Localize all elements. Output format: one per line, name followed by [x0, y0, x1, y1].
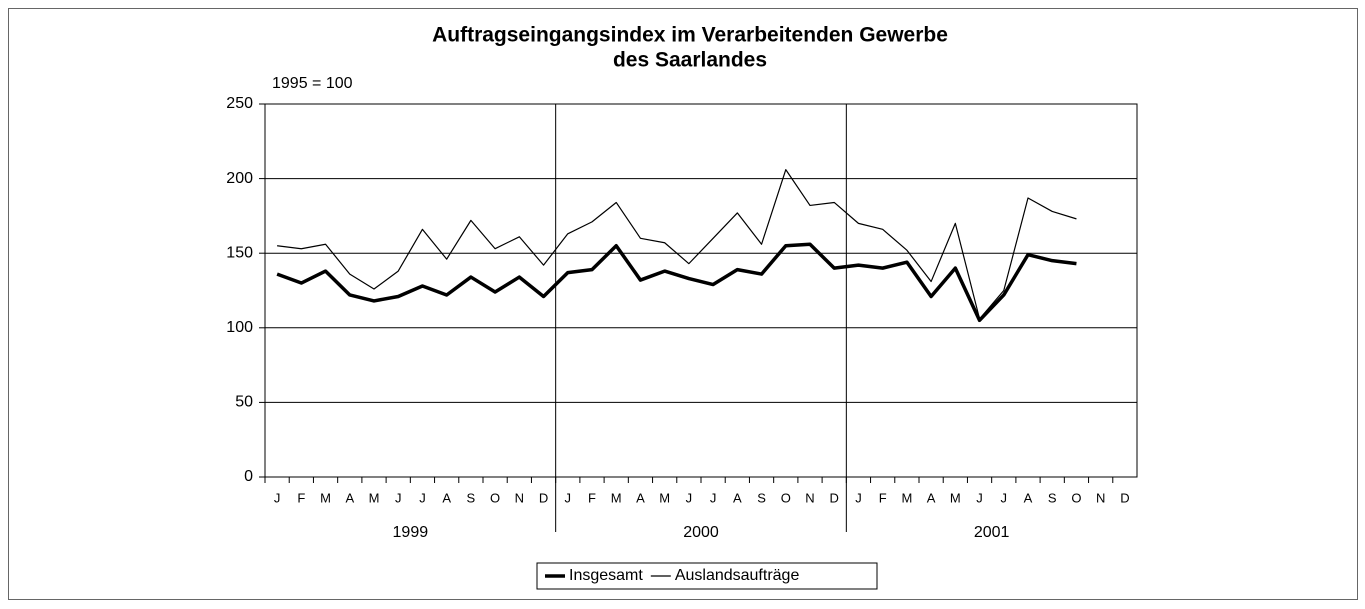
y-note: 1995 = 100 [272, 75, 353, 92]
x-tick-label: M [901, 490, 912, 505]
x-tick-label: D [830, 490, 839, 505]
x-tick-label: J [710, 490, 717, 505]
y-tick-label: 150 [226, 244, 253, 261]
chart-title: Auftragseingangsindex im Verarbeitenden … [432, 24, 948, 47]
y-tick-label: 100 [226, 319, 253, 336]
x-tick-label: A [1024, 490, 1033, 505]
x-tick-label: S [467, 490, 476, 505]
x-tick-label: M [950, 490, 961, 505]
x-tick-label: O [1071, 490, 1081, 505]
x-group-label: 2000 [683, 524, 719, 541]
legend-label: Auslandsaufträge [675, 567, 800, 584]
x-tick-label: O [781, 490, 791, 505]
x-group-label: 1999 [393, 524, 429, 541]
x-tick-label: J [419, 490, 426, 505]
x-tick-label: J [976, 490, 983, 505]
y-tick-label: 0 [244, 468, 253, 485]
x-tick-label: F [879, 490, 887, 505]
x-tick-label: N [515, 490, 524, 505]
y-tick-label: 250 [226, 95, 253, 112]
legend-box [536, 562, 878, 590]
x-tick-label: A [636, 490, 645, 505]
series-line [276, 242, 1077, 323]
x-tick-label: M [659, 490, 670, 505]
y-tick-label: 50 [235, 394, 253, 411]
x-tick-label: A [442, 490, 451, 505]
x-tick-label: M [320, 490, 331, 505]
x-group-label: 2001 [974, 524, 1010, 541]
x-tick-label: A [345, 490, 354, 505]
x-tick-label: A [733, 490, 742, 505]
x-tick-label: M [611, 490, 622, 505]
series-line [277, 169, 1077, 320]
x-tick-label: J [395, 490, 402, 505]
frame [8, 8, 1358, 600]
x-tick-label: J [855, 490, 862, 505]
x-tick-label: J [565, 490, 572, 505]
x-tick-label: F [297, 490, 305, 505]
x-tick-label: J [1001, 490, 1008, 505]
x-tick-label: J [274, 490, 281, 505]
chart-subtitle: des Saarlandes [613, 49, 767, 72]
x-tick-label: F [588, 490, 596, 505]
x-tick-label: S [757, 490, 766, 505]
legend-label: Insgesamt [569, 567, 643, 584]
x-tick-label: M [369, 490, 380, 505]
x-tick-label: A [927, 490, 936, 505]
x-tick-label: S [1048, 490, 1057, 505]
y-tick-label: 200 [226, 170, 253, 187]
x-tick-label: N [805, 490, 814, 505]
x-tick-label: J [686, 490, 693, 505]
x-tick-label: D [1120, 490, 1129, 505]
x-tick-label: O [490, 490, 500, 505]
x-tick-label: N [1096, 490, 1105, 505]
x-tick-label: D [539, 490, 548, 505]
